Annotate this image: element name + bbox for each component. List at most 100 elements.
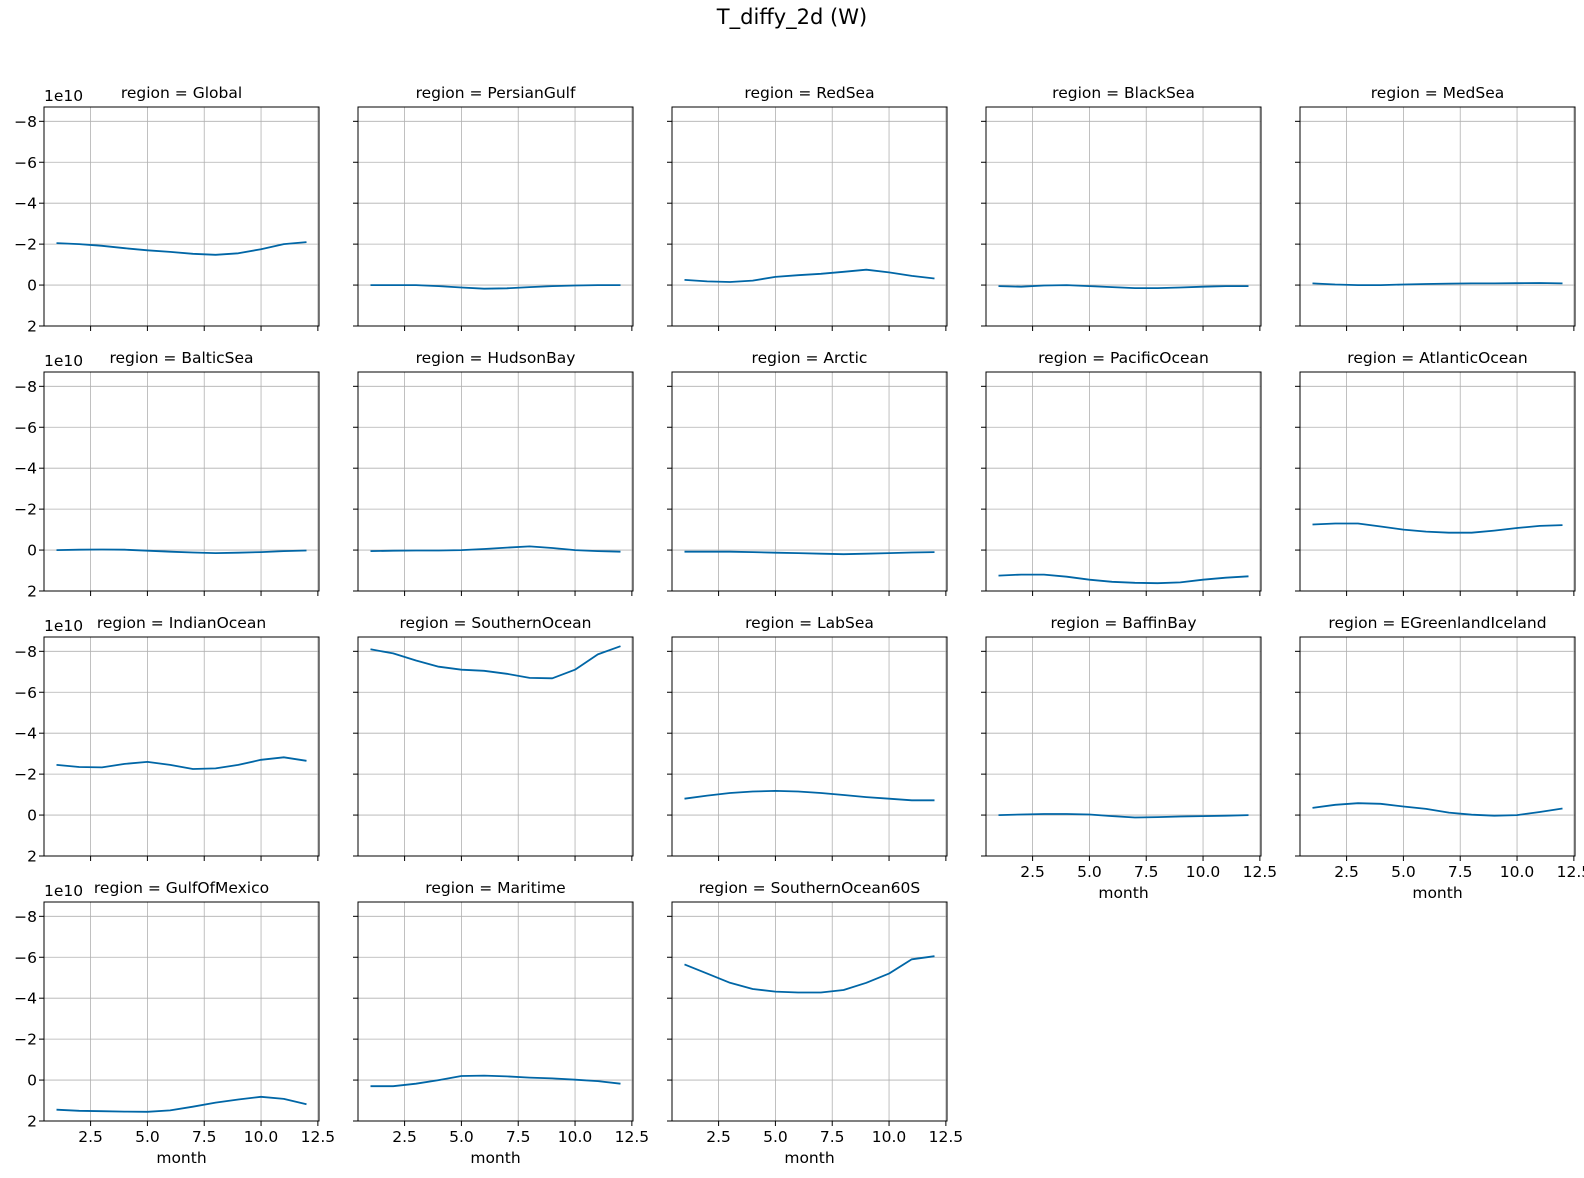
panel-16: region = GulfOfMexico −8 −6 −4 −2 0 2 1e10 2.5 5.… <box>14 879 335 1167</box>
axes-frame <box>1299 371 1576 592</box>
series-line <box>1312 522 1563 534</box>
panel-8: region = Arctic <box>667 349 948 596</box>
x-tick-label: 10.0 <box>558 1128 593 1146</box>
panel-title: region = Global <box>121 84 242 102</box>
x-tick-label: 10.0 <box>872 1128 907 1146</box>
y-tick-label: 2 <box>27 848 37 866</box>
axes-frame <box>671 901 948 1122</box>
x-tick-label: 5.0 <box>763 1128 788 1146</box>
axes-frame <box>43 636 320 857</box>
y-tick-label: 0 <box>27 542 37 560</box>
panel-title: region = LabSea <box>745 614 874 632</box>
panel-title: region = Arctic <box>752 349 868 367</box>
x-tick-label: 2.5 <box>78 1128 103 1146</box>
y-tick-label: −4 <box>14 460 37 478</box>
y-tick-label: 2 <box>27 583 37 601</box>
y-tick-label: −4 <box>14 195 37 213</box>
x-tick-label: 2.5 <box>1334 863 1359 881</box>
series-line <box>370 545 621 553</box>
y-offset-label: 1e10 <box>44 87 83 105</box>
panel-14: region = BaffinBay 2.5 5.0 7.5 10.0 12.5 month <box>981 614 1277 902</box>
x-axis-label: month <box>784 1149 834 1167</box>
axes-frame <box>671 371 948 592</box>
x-tick-label: 7.5 <box>820 1128 845 1146</box>
x-tick-label: 5.0 <box>1391 863 1416 881</box>
panel-6: region = BalticSea −8 −6 −4 −2 0 2 1e10 <box>14 349 320 601</box>
y-tick-label: −6 <box>14 154 37 172</box>
x-axis-label: month <box>1098 884 1148 902</box>
axes-frame <box>1299 106 1576 327</box>
series-line <box>370 645 621 680</box>
x-tick-label: 12.5 <box>615 1128 650 1146</box>
axes-frame <box>357 901 634 1122</box>
panel-title: region = BalticSea <box>109 349 253 367</box>
x-tick-label: 10.0 <box>244 1128 279 1146</box>
series-line <box>684 268 935 283</box>
panel-5: region = MedSea <box>1295 84 1576 331</box>
axes-frame <box>357 371 634 592</box>
panel-13: region = LabSea <box>667 614 948 861</box>
y-offset-label: 1e10 <box>44 352 83 370</box>
series-line <box>998 813 1249 819</box>
y-tick-label: 0 <box>27 1072 37 1090</box>
series-line <box>684 550 935 556</box>
y-tick-label: −8 <box>14 113 37 131</box>
series-line <box>370 1074 621 1088</box>
y-tick-label: 0 <box>27 277 37 295</box>
series-line <box>998 573 1249 585</box>
series-line <box>56 756 307 770</box>
panel-title: region = BaffinBay <box>1050 614 1196 632</box>
panel-9: region = PacificOcean <box>981 349 1262 596</box>
panel-title: region = BlackSea <box>1052 84 1195 102</box>
axes-frame <box>43 106 320 327</box>
series-line <box>998 284 1249 290</box>
x-tick-label: 2.5 <box>1020 863 1045 881</box>
x-tick-label: 5.0 <box>1077 863 1102 881</box>
axes-frame <box>985 371 1262 592</box>
series-line <box>56 548 307 554</box>
y-tick-label: −2 <box>14 501 37 519</box>
x-tick-label: 5.0 <box>135 1128 160 1146</box>
panel-17: region = Maritime 2.5 5.0 7.5 10.0 12.5 month <box>353 879 649 1167</box>
series-line <box>56 241 307 256</box>
x-tick-label: 12.5 <box>1557 863 1584 881</box>
axes-frame <box>985 106 1262 327</box>
x-tick-label: 10.0 <box>1500 863 1535 881</box>
panel-3: region = RedSea <box>667 84 948 331</box>
x-tick-label: 7.5 <box>1448 863 1473 881</box>
panel-18: region = SouthernOcean60S 2.5 5.0 7.5 10.0 12… <box>667 879 963 1167</box>
y-tick-label: −6 <box>14 949 37 967</box>
x-tick-label: 7.5 <box>506 1128 531 1146</box>
x-tick-label: 5.0 <box>449 1128 474 1146</box>
panel-title: region = PersianGulf <box>416 84 576 102</box>
y-offset-label: 1e10 <box>44 882 83 900</box>
panel-title: region = EGreenlandIceland <box>1328 614 1546 632</box>
x-tick-label: 2.5 <box>392 1128 417 1146</box>
y-tick-label: −6 <box>14 419 37 437</box>
axes-frame <box>985 636 1262 857</box>
panel-2: region = PersianGulf <box>353 84 634 331</box>
panel-1: region = Global −8 −6 −4 −2 0 2 1e10 <box>14 84 320 336</box>
panel-title: region = GulfOfMexico <box>94 879 269 897</box>
panel-title: region = IndianOcean <box>97 614 266 632</box>
y-tick-label: −4 <box>14 725 37 743</box>
panel-title: region = Maritime <box>425 879 565 897</box>
panel-title: region = HudsonBay <box>416 349 576 367</box>
panel-12: region = SouthernOcean <box>353 614 634 861</box>
axes-frame <box>43 371 320 592</box>
y-tick-label: −2 <box>14 766 37 784</box>
panel-title: region = SouthernOcean60S <box>699 879 921 897</box>
axes-frame <box>671 106 948 327</box>
panel-7: region = HudsonBay <box>353 349 634 596</box>
x-tick-label: 12.5 <box>929 1128 964 1146</box>
panel-title: region = PacificOcean <box>1038 349 1209 367</box>
y-tick-label: −2 <box>14 236 37 254</box>
panel-4: region = BlackSea <box>981 84 1262 331</box>
y-tick-label: −8 <box>14 908 37 926</box>
series-line <box>56 1095 307 1113</box>
panel-title: region = RedSea <box>744 84 874 102</box>
y-tick-label: −4 <box>14 990 37 1008</box>
axes-frame <box>671 636 948 857</box>
series-line <box>370 284 621 290</box>
